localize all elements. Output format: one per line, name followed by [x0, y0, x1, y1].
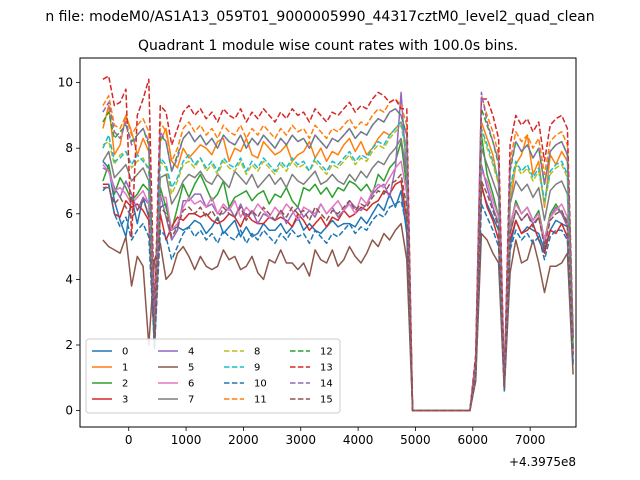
series-line-12 [102, 108, 574, 412]
legend-box [85, 338, 341, 414]
legend-label-14: 14 [320, 379, 333, 390]
x-tick-label: 1000 [171, 433, 202, 447]
legend-label-7: 7 [188, 395, 194, 406]
y-tick-label: 0 [65, 404, 73, 418]
y-tick-label: 4 [65, 272, 73, 286]
legend-label-2: 2 [122, 379, 128, 390]
x-tick-label: 2000 [228, 433, 259, 447]
series-line-10 [102, 183, 574, 412]
axes-frame [79, 57, 577, 428]
legend-label-11: 11 [254, 395, 267, 406]
series-line-0 [102, 160, 574, 412]
legend-label-9: 9 [254, 363, 260, 374]
legend-label-3: 3 [122, 395, 128, 406]
legend-label-8: 8 [254, 347, 260, 358]
chart-title: Quadrant 1 module wise count rates with … [138, 38, 518, 54]
series-line-13 [102, 75, 574, 412]
legend-label-15: 15 [320, 395, 333, 406]
legend-label-10: 10 [254, 379, 267, 390]
series-line-6 [102, 160, 574, 412]
x-offset-label: +4.3975e8 [509, 455, 576, 469]
legend-label-6: 6 [188, 379, 194, 390]
legend-label-12: 12 [320, 347, 333, 358]
series-line-3 [102, 180, 574, 412]
y-tick-label: 2 [65, 338, 73, 352]
x-tick-label: 6000 [458, 433, 489, 447]
x-tick-label: 0 [125, 433, 133, 447]
legend-label-5: 5 [188, 363, 194, 374]
series-line-8 [102, 124, 574, 412]
series-line-11 [102, 94, 574, 412]
series-line-1 [102, 104, 574, 412]
series-line-14 [102, 91, 574, 412]
series-layer [102, 75, 574, 412]
legend-label-1: 1 [122, 363, 128, 374]
series-line-15 [102, 173, 574, 412]
legend-label-4: 4 [188, 347, 194, 358]
x-axis: 0 1000 2000 3000 4000 5000 6000 7000 [125, 427, 545, 447]
series-line-5 [102, 222, 574, 412]
x-tick-label: 7000 [515, 433, 546, 447]
x-tick-label: 5000 [400, 433, 431, 447]
y-tick-label: 6 [65, 207, 73, 221]
x-tick-label: 4000 [343, 433, 374, 447]
y-axis: 0 2 4 6 8 10 [58, 76, 80, 418]
legend-label-0: 0 [122, 347, 128, 358]
y-tick-label: 8 [65, 141, 73, 155]
y-tick-label: 10 [58, 76, 73, 90]
x-tick-label: 3000 [285, 433, 316, 447]
series-line-9 [102, 121, 574, 412]
series-line-7 [102, 137, 574, 412]
legend-label-13: 13 [320, 363, 333, 374]
figure-suptitle: n file: modeM0/AS1A13_059T01_9000005990_… [45, 9, 594, 25]
plot-area [102, 75, 574, 412]
series-line-2 [102, 134, 574, 412]
